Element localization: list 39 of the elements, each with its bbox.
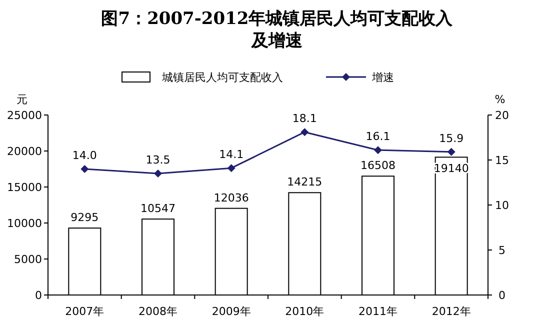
y-tick-label: 15000	[7, 181, 42, 194]
data-label: 14215	[287, 176, 322, 189]
chart-title: 图7：2007-2012年城镇居民人均可支配收入及增速	[101, 9, 454, 51]
y-tick-label: 20000	[7, 145, 42, 158]
point	[227, 164, 236, 172]
data-label: 13.5	[146, 154, 170, 166]
point	[374, 146, 382, 154]
y-tick-label: 25000	[7, 109, 42, 122]
x-tick-label: 2007年	[65, 305, 104, 318]
data-label: 12036	[214, 191, 249, 204]
point	[300, 128, 309, 136]
y2-tick-label: 10	[495, 199, 509, 212]
point	[154, 170, 162, 178]
legend-label: 增速	[371, 71, 394, 84]
y2-tick-label: 5	[498, 244, 506, 257]
x-tick-label: 2012年	[432, 305, 471, 318]
x-tick-label: 2011年	[358, 305, 398, 318]
point	[447, 148, 456, 156]
y2-tick-label: 20	[495, 109, 509, 122]
y-tick-label: 5000	[14, 253, 42, 266]
y2-axis-title: %	[494, 93, 506, 106]
data-label: 14.0	[72, 149, 97, 162]
x-tick-label: 2009年	[212, 305, 251, 318]
x-tick-label: 2008年	[138, 305, 178, 318]
data-label: 16.1	[366, 130, 390, 144]
y-tick-label: 10000	[7, 217, 42, 230]
y2-tick-label: 15	[495, 154, 509, 167]
legend-label: 城镇居民人均可支配收入	[161, 71, 283, 84]
y2-tick-label: 0	[498, 289, 506, 302]
data-label: 16508	[360, 159, 396, 172]
data-label: 10547	[140, 202, 176, 216]
data-label: 14.1	[219, 148, 244, 162]
point	[80, 165, 89, 173]
data-label: 18.1	[292, 112, 317, 126]
data-label: 15.9	[439, 132, 464, 145]
y-axis-title: 元	[16, 93, 28, 106]
x-tick-label: 2010年	[285, 305, 324, 318]
y-tick-label: 0	[35, 289, 42, 302]
data-label: 9295	[70, 211, 99, 224]
